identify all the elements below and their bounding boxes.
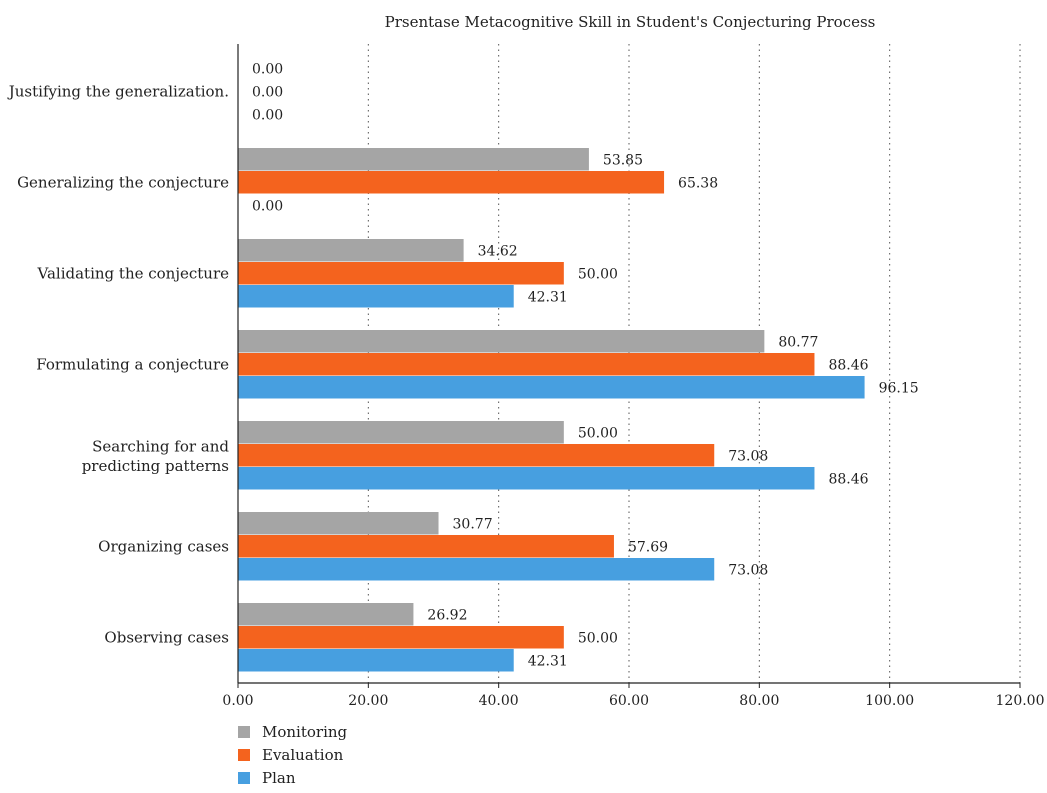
category-label: Justifying the generalization.	[7, 82, 229, 100]
category-label: Generalizing the conjecture	[17, 173, 229, 191]
x-tick-label: 120.00	[996, 693, 1045, 709]
x-tick-label: 100.00	[865, 693, 914, 709]
bar-monitoring	[238, 239, 464, 262]
value-label: 42.31	[528, 289, 568, 305]
bar-plan	[238, 467, 815, 490]
legend-label: Evaluation	[262, 746, 344, 764]
value-label: 57.69	[628, 539, 668, 555]
value-label: 34.62	[478, 243, 518, 259]
value-label: 65.38	[678, 175, 718, 191]
x-tick-label: 80.00	[739, 693, 779, 709]
bar-plan	[238, 285, 514, 308]
legend-swatch-plan	[238, 772, 250, 784]
bar-plan	[238, 376, 865, 399]
value-label: 0.00	[252, 107, 283, 123]
category-label: Organizing cases	[98, 537, 229, 555]
bar-evaluation	[238, 535, 614, 558]
value-label: 42.31	[528, 653, 568, 669]
legend-swatch-monitoring	[238, 726, 250, 738]
bar-plan	[238, 649, 514, 672]
value-label: 88.46	[828, 357, 868, 373]
bar-evaluation	[238, 444, 715, 467]
bar-monitoring	[238, 330, 765, 353]
bar-monitoring	[238, 421, 564, 444]
bar-evaluation	[238, 626, 564, 649]
value-label: 50.00	[578, 425, 618, 441]
bars	[238, 148, 865, 672]
bar-evaluation	[238, 171, 665, 194]
legend-swatch-evaluation	[238, 749, 250, 761]
bar-evaluation	[238, 353, 815, 376]
value-label: 50.00	[578, 266, 618, 282]
bar-evaluation	[238, 262, 564, 285]
x-tick-label: 60.00	[609, 693, 649, 709]
value-label: 96.15	[879, 380, 919, 396]
category-label: Searching for and predicting patterns	[82, 437, 230, 475]
category-label: Validating the conjecture	[37, 264, 230, 282]
value-label: 0.00	[252, 84, 283, 100]
x-tick-label: 0.00	[222, 693, 253, 709]
bar-monitoring	[238, 148, 589, 171]
bar-monitoring	[238, 603, 414, 626]
value-labels: 0.00 0.00 0.00 53.85 65.38 0.00 34.62 50.00 42.3…	[252, 61, 919, 669]
legend-label: Plan	[262, 769, 296, 787]
value-label: 26.92	[427, 607, 467, 623]
value-label: 73.08	[728, 562, 768, 578]
value-label: 0.00	[252, 198, 283, 214]
value-label: 50.00	[578, 630, 618, 646]
chart-title: Prsentase Metacognitive Skill in Student…	[385, 13, 876, 31]
value-label: 0.00	[252, 61, 283, 77]
category-label: Formulating a conjecture	[36, 355, 229, 373]
value-label: 80.77	[778, 334, 818, 350]
value-label: 53.85	[603, 152, 643, 168]
x-tick-label: 40.00	[479, 693, 519, 709]
legend: Monitoring Evaluation Plan	[238, 723, 348, 787]
category-label: Observing cases	[104, 628, 229, 646]
axes: 0.00 20.00 40.00 60.00 80.00 100.00 120.00	[222, 44, 1045, 709]
x-tick-label: 20.00	[348, 693, 388, 709]
category-labels: Justifying the generalization. Generalizi…	[7, 82, 230, 646]
bar-plan	[238, 558, 715, 581]
value-label: 88.46	[828, 471, 868, 487]
value-label: 30.77	[453, 516, 493, 532]
legend-label: Monitoring	[262, 723, 348, 741]
bar-monitoring	[238, 512, 439, 535]
value-label: 73.08	[728, 448, 768, 464]
